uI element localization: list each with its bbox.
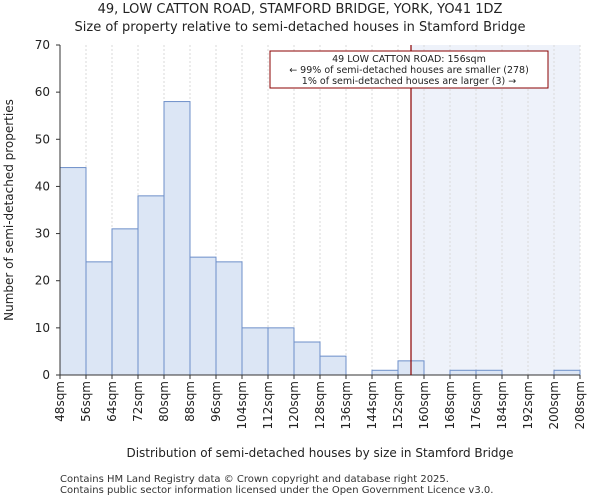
x-tick-label: 120sqm (287, 381, 301, 429)
footer-copyright: Contains HM Land Registry data © Crown c… (60, 474, 449, 485)
x-tick-label: 96sqm (209, 381, 223, 422)
histogram-bar (449, 369, 477, 376)
x-tick-label: 88sqm (183, 381, 197, 422)
x-tick-label: 200sqm (547, 381, 561, 429)
x-tick-label: 152sqm (391, 381, 405, 429)
histogram-bar (59, 167, 87, 376)
x-tick-label: 72sqm (131, 381, 145, 422)
histogram-bar (111, 228, 139, 376)
x-tick-label: 168sqm (443, 381, 457, 429)
annotation-line-3: 1% of semi-detached houses are larger (3… (302, 76, 516, 87)
annotation-line-1: 49 LOW CATTON ROAD: 156sqm (332, 54, 486, 65)
chart-title: Size of property relative to semi-detach… (74, 20, 526, 35)
annotation-line-2: ← 99% of semi-detached houses are smalle… (289, 65, 529, 76)
y-tick-label: 70 (35, 38, 50, 52)
y-tick-label: 60 (35, 85, 50, 99)
histogram-bar (215, 261, 243, 376)
histogram-chart: 0 10 20 30 40 50 60 70 48sqm 56sqm 64sqm 72sqm 80sqm… (2, 38, 587, 460)
histogram-bar (553, 369, 581, 376)
histogram-bar (189, 256, 217, 376)
histogram-bar (319, 355, 347, 376)
page-title: 49, LOW CATTON ROAD, STAMFORD BRIDGE, YO… (97, 2, 503, 17)
histogram-bar (475, 369, 503, 376)
y-tick-label: 0 (42, 368, 50, 382)
x-tick-label: 48sqm (53, 381, 67, 422)
histogram-bar (163, 101, 191, 376)
x-tick-label: 176sqm (469, 381, 483, 429)
y-tick-label: 30 (35, 227, 50, 241)
x-tick-label: 80sqm (157, 381, 171, 422)
y-tick-label: 50 (35, 132, 50, 146)
y-tick-label: 20 (35, 274, 50, 288)
histogram-bar (293, 341, 321, 376)
histogram-bar (137, 195, 165, 376)
y-axis-label: Number of semi-detached properties (2, 99, 16, 321)
footer-licence: Contains public sector information licen… (60, 485, 494, 496)
x-axis-label: Distribution of semi-detached houses by … (126, 446, 513, 460)
y-tick-label: 10 (35, 321, 50, 335)
histogram-bar (241, 327, 269, 376)
x-tick-label: 112sqm (261, 381, 275, 429)
y-tick-label: 40 (35, 179, 50, 193)
x-tick-label: 160sqm (417, 381, 431, 429)
histogram-bar (85, 261, 113, 376)
x-tick-label: 56sqm (79, 381, 93, 422)
x-tick-label: 128sqm (313, 381, 327, 429)
x-tick-label: 208sqm (573, 381, 587, 429)
x-tick-label: 64sqm (105, 381, 119, 422)
annotation-box (269, 50, 549, 89)
x-tick-label: 184sqm (495, 381, 509, 429)
histogram-bar (371, 369, 399, 376)
x-tick-label: 192sqm (521, 381, 535, 429)
x-tick-label: 136sqm (339, 381, 353, 429)
x-tick-label: 144sqm (365, 381, 379, 429)
histogram-bar (267, 327, 295, 376)
larger-region-shading (411, 45, 580, 375)
x-tick-label: 104sqm (235, 381, 249, 429)
